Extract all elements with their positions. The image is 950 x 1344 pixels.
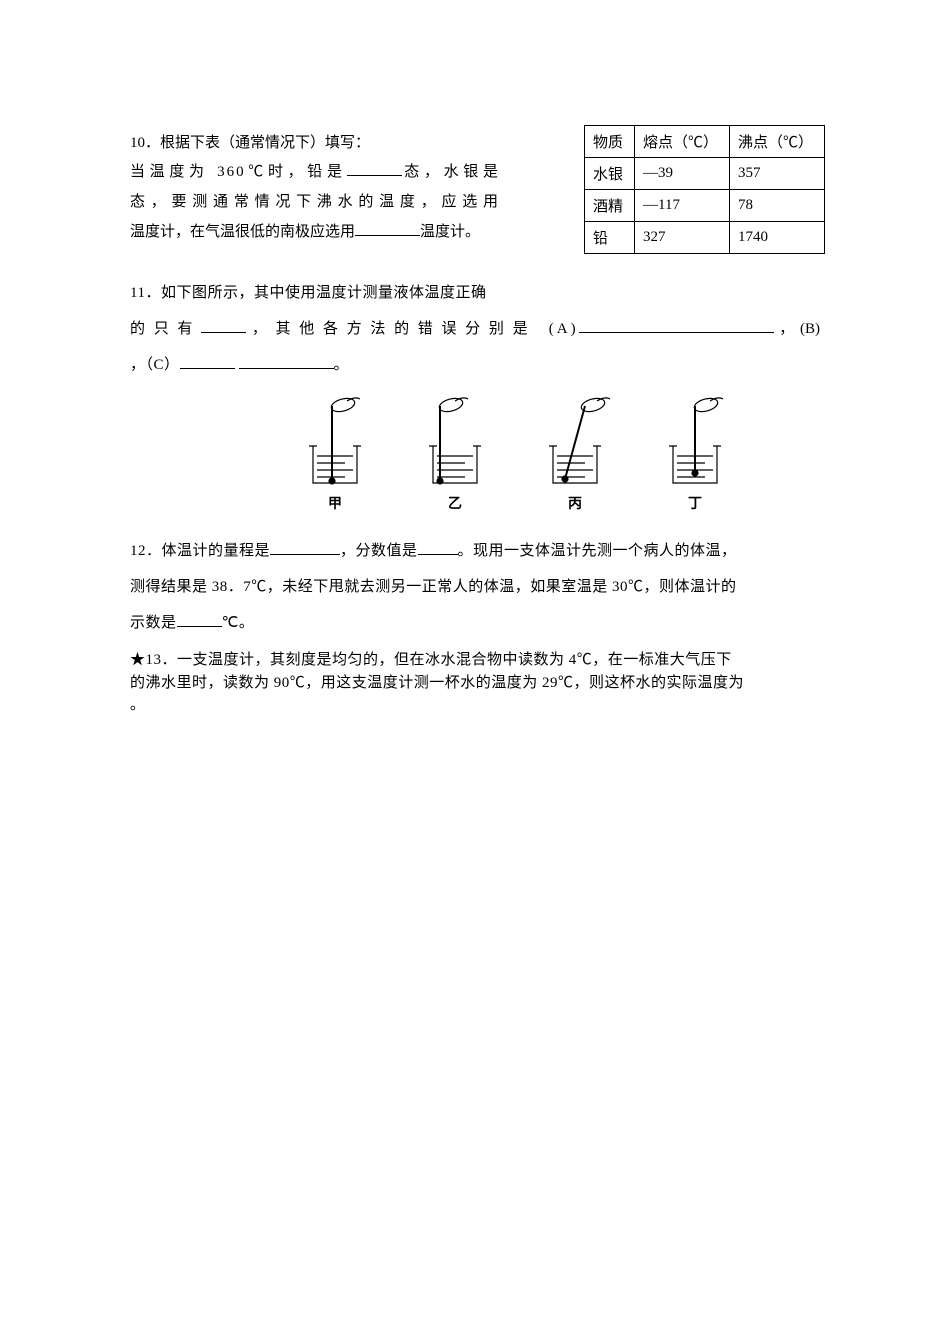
cell: 铅 bbox=[585, 222, 635, 254]
th-boiling: 沸点（℃） bbox=[730, 126, 825, 158]
blank bbox=[347, 175, 402, 176]
blank bbox=[418, 554, 458, 555]
diagram-ding: 丁 bbox=[655, 391, 735, 513]
q10-text-e: 温度计。 bbox=[420, 224, 480, 240]
q10-line2: 当温度为 360℃时，铅是 态，水银是 bbox=[130, 157, 500, 187]
q13-line1: ★13．一支温度计，其刻度是均匀的，但在冰水混合物中读数为 4℃，在一标准大气压… bbox=[130, 649, 820, 672]
q11-text-d: ，（C） bbox=[130, 357, 180, 373]
document-body: 10．根据下表（通常情况下）填写： 当温度为 360℃时，铅是 态，水银是 态，要… bbox=[130, 130, 820, 717]
q10-text-c: 态，要测通常情况下沸水的温度，应选用 bbox=[130, 194, 500, 210]
beaker-icon bbox=[535, 391, 615, 491]
q11-text-e: 。 bbox=[334, 357, 350, 373]
q10-text-d: 温度计，在气温很低的南极应选用 bbox=[130, 224, 355, 240]
question-10: 10．根据下表（通常情况下）填写： 当温度为 360℃时，铅是 态，水银是 态，要… bbox=[130, 130, 500, 247]
diagram-bing: 丙 bbox=[535, 391, 615, 513]
label-ding: 丁 bbox=[688, 493, 702, 513]
question-13: ★13．一支温度计，其刻度是均匀的，但在冰水混合物中读数为 4℃，在一标准大气压… bbox=[130, 649, 820, 717]
q13-line3: 。 bbox=[130, 694, 820, 717]
q11-text-c: ，(B) bbox=[774, 321, 820, 337]
table-row: 水银 —39 357 bbox=[585, 158, 825, 190]
beaker-icon bbox=[295, 391, 375, 491]
q11-line2: 的只有 ，其他各方法的错误分别是 (A) ，(B) bbox=[130, 311, 820, 347]
q12-line3: 示数是 ℃。 bbox=[130, 605, 820, 641]
label-yi: 乙 bbox=[448, 493, 462, 513]
table-header-row: 物质 熔点（℃） 沸点（℃） bbox=[585, 126, 825, 158]
cell: 327 bbox=[635, 222, 730, 254]
cell: 78 bbox=[730, 190, 825, 222]
table-row: 酒精 —117 78 bbox=[585, 190, 825, 222]
q10-intro: 10．根据下表（通常情况下）填写： bbox=[130, 130, 500, 157]
q11-text-b: ，其他各方法的错误分别是 (A) bbox=[246, 321, 578, 337]
q11-text-a: 的只有 bbox=[130, 321, 201, 337]
blank bbox=[177, 626, 222, 627]
blank bbox=[270, 554, 340, 555]
blank bbox=[239, 368, 334, 369]
cell: 水银 bbox=[585, 158, 635, 190]
q10-line4: 温度计，在气温很低的南极应选用 温度计。 bbox=[130, 217, 500, 247]
q12-text-b: ，分数值是 bbox=[340, 543, 418, 559]
q12-line1: 12．体温计的量程是 ，分数值是 。现用一支体温计先测一个病人的体温， bbox=[130, 533, 820, 569]
beaker-icon bbox=[655, 391, 735, 491]
q12-text-e: ℃。 bbox=[222, 615, 255, 631]
cell: —117 bbox=[635, 190, 730, 222]
thermometer-diagrams: 甲 乙 bbox=[210, 391, 820, 513]
q10-line3: 态，要测通常情况下沸水的温度，应选用 bbox=[130, 187, 500, 217]
th-melting: 熔点（℃） bbox=[635, 126, 730, 158]
q12-line2: 测得结果是 38．7℃，未经下甩就去测另一正常人的体温，如果室温是 30℃，则体… bbox=[130, 569, 820, 605]
table-row: 铅 327 1740 bbox=[585, 222, 825, 254]
diagram-jia: 甲 bbox=[295, 391, 375, 513]
cell: 酒精 bbox=[585, 190, 635, 222]
diagram-yi: 乙 bbox=[415, 391, 495, 513]
q12-text-a: 12．体温计的量程是 bbox=[130, 543, 270, 559]
question-12: 12．体温计的量程是 ，分数值是 。现用一支体温计先测一个病人的体温， 测得结果是 … bbox=[130, 533, 820, 641]
blank bbox=[180, 368, 235, 369]
cell: 1740 bbox=[730, 222, 825, 254]
cell: —39 bbox=[635, 158, 730, 190]
q11-line1: 11．如下图所示，其中使用温度计测量液体温度正确 bbox=[130, 275, 820, 311]
question-11: 11．如下图所示，其中使用温度计测量液体温度正确 的只有 ，其他各方法的错误分别是… bbox=[130, 275, 820, 383]
q10-text-b: 态，水银是 bbox=[402, 164, 500, 180]
cell: 357 bbox=[730, 158, 825, 190]
substance-table: 物质 熔点（℃） 沸点（℃） 水银 —39 357 酒精 —117 78 铅 3… bbox=[584, 125, 825, 254]
q12-text-d: 示数是 bbox=[130, 615, 177, 631]
blank bbox=[579, 332, 774, 333]
blank bbox=[201, 332, 246, 333]
q10-text-a: 当温度为 360℃时，铅是 bbox=[130, 164, 347, 180]
q11-line3: ，（C） 。 bbox=[130, 347, 820, 383]
q12-text-c: 。现用一支体温计先测一个病人的体温， bbox=[458, 543, 737, 559]
q13-line2: 的沸水里时，读数为 90℃，用这支温度计测一杯水的温度为 29℃，则这杯水的实际… bbox=[130, 672, 820, 695]
label-bing: 丙 bbox=[568, 493, 582, 513]
th-substance: 物质 bbox=[585, 126, 635, 158]
label-jia: 甲 bbox=[328, 493, 342, 513]
blank bbox=[355, 235, 420, 236]
beaker-icon bbox=[415, 391, 495, 491]
